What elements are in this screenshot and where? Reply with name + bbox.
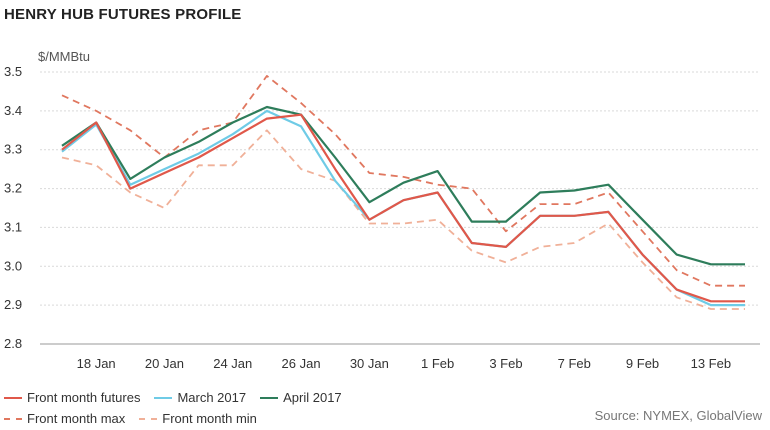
- legend-label-april-2017: April 2017: [283, 390, 342, 405]
- x-tick-label: 1 Feb: [421, 356, 454, 371]
- y-tick-label: 3.2: [4, 181, 22, 196]
- y-tick-label: 3.0: [4, 258, 22, 273]
- y-tick-label: 3.1: [4, 219, 22, 234]
- x-tick-label: 26 Jan: [282, 356, 321, 371]
- grid-lines: [40, 71, 760, 345]
- x-tick-label: 13 Feb: [691, 356, 731, 371]
- legend-label-front-month-futures: Front month futures: [27, 390, 141, 405]
- legend-item-march-2017: March 2017: [154, 390, 246, 405]
- series-line-front-month-futures: [61, 113, 745, 303]
- source-note: Source: NYMEX, GlobalView: [594, 408, 762, 423]
- legend-item-april-2017: April 2017: [260, 390, 342, 405]
- legend-item-front-month-futures: Front month futures: [4, 390, 140, 405]
- y-tick-label: 3.4: [4, 103, 22, 118]
- legend-swatch-front-month-futures: [4, 396, 22, 399]
- y-axis-ticks: 2.8 2.9 3.0 3.1 3.2 3.3 3.4 3.5: [4, 64, 22, 351]
- x-tick-label: 24 Jan: [213, 356, 252, 371]
- series-line-front-month-min: [61, 129, 745, 310]
- y-tick-label: 3.5: [4, 64, 22, 79]
- x-tick-label: 18 Jan: [77, 356, 116, 371]
- legend-swatch-front-month-min: [139, 417, 158, 420]
- legend-label-front-month-min: Front month min: [162, 411, 257, 426]
- y-axis-unit-label: $/MMBtu: [38, 49, 90, 64]
- x-tick-label: 9 Feb: [626, 356, 659, 371]
- chart-title: HENRY HUB FUTURES PROFILE: [4, 6, 242, 23]
- series-line-april-2017: [61, 105, 745, 266]
- legend-label-march-2017: March 2017: [177, 390, 247, 405]
- legend-swatch-april-2017: [260, 396, 279, 399]
- y-tick-label: 3.3: [4, 142, 22, 157]
- legend-swatch-front-month-max: [4, 417, 22, 420]
- x-tick-label: 3 Feb: [489, 356, 522, 371]
- series-line-march-2017: [61, 109, 745, 307]
- y-tick-label: 2.8: [4, 336, 22, 351]
- legend-row-2: Front month max Front month min: [4, 408, 356, 429]
- x-tick-label: 20 Jan: [145, 356, 184, 371]
- legend: Front month futures March 2017 April 201…: [4, 387, 356, 429]
- legend-swatch-march-2017: [154, 396, 173, 399]
- y-tick-label: 2.9: [4, 297, 22, 312]
- x-axis-ticks: 18 Jan 20 Jan 24 Jan 26 Jan 30 Jan 1 Feb 3 Feb…: [77, 356, 731, 371]
- chart-canvas: $/MMBtu 2.8 2.9 3.0 3.1 3.2 3.3 3.4 3.5 18 Jan 2…: [4, 49, 760, 371]
- x-tick-label: 30 Jan: [350, 356, 389, 371]
- legend-item-front-month-min: Front month min: [139, 411, 257, 426]
- legend-label-front-month-max: Front month max: [27, 411, 126, 426]
- legend-item-front-month-max: Front month max: [4, 411, 125, 426]
- legend-row-1: Front month futures March 2017 April 201…: [4, 387, 356, 408]
- series-lines: [61, 75, 745, 310]
- x-tick-label: 7 Feb: [558, 356, 591, 371]
- series-line-front-month-max: [61, 75, 745, 287]
